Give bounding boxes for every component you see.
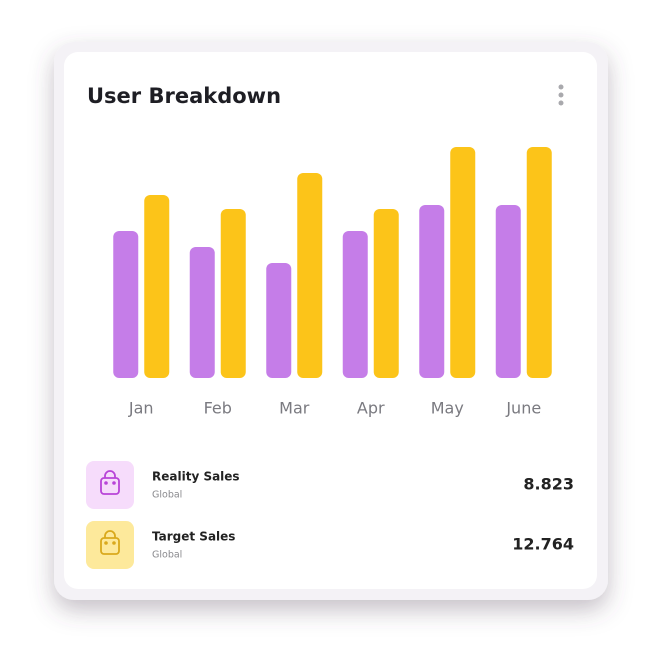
bag-body bbox=[100, 537, 120, 555]
x-tick-label: Jan bbox=[128, 399, 154, 418]
legend-icon-bg bbox=[86, 521, 134, 569]
bag-dot bbox=[112, 481, 116, 485]
card-title: User Breakdown bbox=[87, 84, 281, 108]
legend-subtitle: Global bbox=[152, 550, 182, 561]
bar bbox=[297, 173, 323, 378]
bar bbox=[220, 209, 246, 378]
legend: Reality Sales Global 8.823 Target Sales Glob… bbox=[86, 461, 574, 569]
bag-body bbox=[100, 477, 120, 495]
bar bbox=[526, 147, 552, 378]
legend-icon-bg bbox=[86, 461, 134, 509]
legend-subtitle: Global bbox=[152, 490, 182, 501]
bar-chart: Jan Feb Mar Apr May June bbox=[113, 147, 552, 418]
bar bbox=[450, 147, 476, 378]
bar bbox=[113, 231, 139, 378]
x-tick-label: Apr bbox=[357, 399, 385, 418]
bar bbox=[266, 263, 292, 378]
x-tick-label: May bbox=[431, 399, 464, 418]
bar bbox=[342, 231, 368, 378]
x-tick-label: Feb bbox=[204, 399, 232, 418]
bar bbox=[144, 195, 170, 378]
legend-name: Reality Sales bbox=[152, 470, 240, 484]
legend-total: 8.823 bbox=[523, 475, 574, 494]
bag-dot bbox=[104, 481, 108, 485]
bag-handle bbox=[104, 530, 116, 538]
x-tick-label: June bbox=[505, 399, 541, 418]
bar bbox=[419, 205, 445, 378]
bag-handle bbox=[104, 470, 116, 478]
bag-icon bbox=[100, 470, 120, 495]
bar bbox=[189, 247, 215, 378]
x-tick-label: Mar bbox=[279, 399, 310, 418]
bar bbox=[373, 209, 399, 378]
legend-total: 12.764 bbox=[512, 535, 574, 554]
menu-button[interactable] bbox=[558, 84, 564, 106]
bag-dot bbox=[104, 541, 108, 545]
bag-dot bbox=[112, 541, 116, 545]
bag-icon bbox=[100, 530, 120, 555]
legend-name: Target Sales bbox=[152, 530, 235, 544]
bar bbox=[495, 205, 521, 378]
